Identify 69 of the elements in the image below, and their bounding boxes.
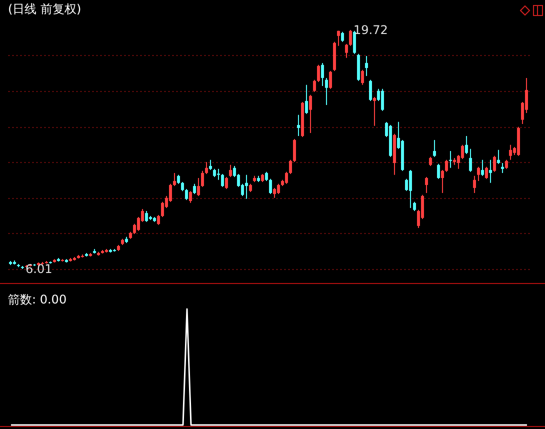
candlestick <box>309 94 312 134</box>
candlestick <box>197 178 200 196</box>
candlestick <box>217 168 220 180</box>
candlestick <box>329 70 332 90</box>
candlestick <box>313 79 316 92</box>
candlestick <box>245 174 248 200</box>
candlestick <box>337 30 340 46</box>
candlestick <box>349 30 352 46</box>
candlestick <box>429 156 432 166</box>
candlestick <box>437 163 440 180</box>
candlestick <box>441 169 444 194</box>
candlestick <box>205 161 208 174</box>
candlestick <box>473 175 476 194</box>
annotation: 19.72 <box>354 23 388 37</box>
candlestick <box>469 148 472 172</box>
candlestick <box>449 150 452 168</box>
candlestick <box>209 159 212 170</box>
candlestick <box>445 159 448 172</box>
candlestick <box>157 214 160 226</box>
candlestick <box>265 171 268 182</box>
candlestick <box>373 96 376 126</box>
chart-title: (日线 前复权) <box>8 2 82 16</box>
candlestick <box>325 77 328 106</box>
candlestick <box>413 201 416 212</box>
candlestick <box>409 169 412 208</box>
candlestick <box>173 172 176 187</box>
candlestick <box>161 201 164 218</box>
candlestick <box>277 183 280 195</box>
candlestick <box>285 171 288 184</box>
candlestick <box>341 31 344 42</box>
candlestick <box>505 159 508 170</box>
candlestick <box>321 62 324 86</box>
candlestick <box>425 176 428 194</box>
candlestick <box>225 176 228 190</box>
candlestick <box>317 64 320 82</box>
candlestick <box>493 155 496 172</box>
candlestick <box>497 149 500 164</box>
candlestick <box>305 84 308 114</box>
candlestick <box>489 159 492 184</box>
candlestick <box>201 170 204 188</box>
candlestick <box>177 174 180 184</box>
candlestick <box>461 144 464 160</box>
candlestick <box>509 144 512 160</box>
candlestick <box>185 188 188 200</box>
candlestick <box>465 135 468 154</box>
candlestick <box>353 30 356 54</box>
candlestick <box>269 178 272 195</box>
candlestick <box>229 164 232 178</box>
chart-title: 箭数: 0.00 <box>8 292 67 306</box>
candlestick <box>193 183 196 195</box>
candlestick <box>289 159 292 174</box>
candlestick <box>381 88 384 112</box>
candlestick <box>297 114 300 136</box>
candlestick <box>477 166 480 182</box>
candlestick <box>433 140 436 158</box>
annotation: 6.01 <box>26 262 52 276</box>
candlestick <box>221 173 224 188</box>
candlestick <box>365 55 368 77</box>
candlestick <box>361 69 364 86</box>
candlestick <box>345 43 348 58</box>
candlestick <box>481 159 484 176</box>
candlestick <box>189 190 192 204</box>
candlestick <box>181 182 184 192</box>
candlestick <box>501 162 504 174</box>
candlestick <box>145 210 148 222</box>
candlestick <box>485 166 488 180</box>
candlestick <box>369 79 372 102</box>
candlestick <box>293 138 296 162</box>
candlestick <box>273 187 276 198</box>
